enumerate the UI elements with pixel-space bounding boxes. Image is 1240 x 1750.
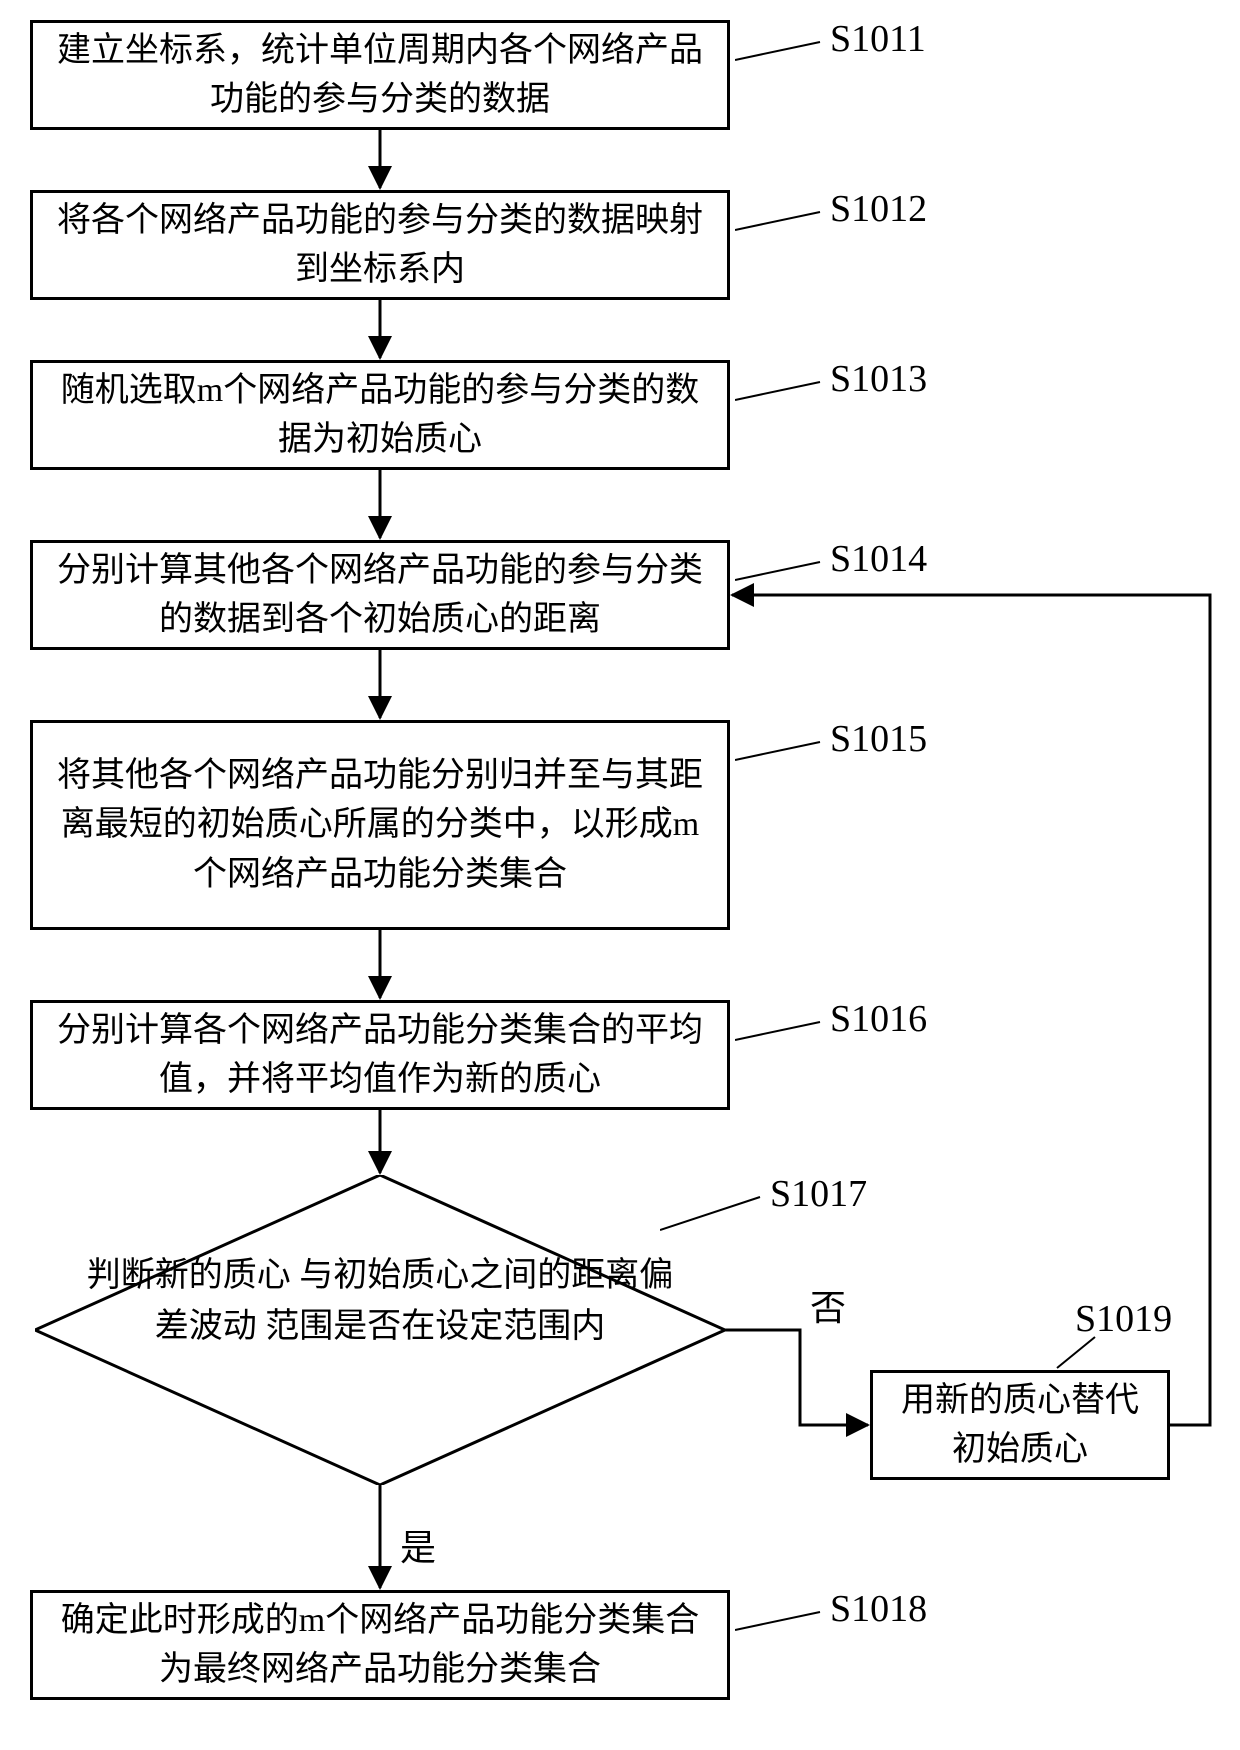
node-text: 分别计算其他各个网络产品功能的参与分类的数据到各个初始质心的距离 (45, 546, 715, 645)
node-text: 建立坐标系，统计单位周期内各个网络产品功能的参与分类的数据 (45, 26, 715, 125)
label-s1015: S1015 (830, 720, 927, 758)
label-s1011: S1011 (830, 20, 926, 58)
lead-s1018 (735, 1610, 825, 1635)
label-s1016: S1016 (830, 1000, 927, 1038)
lead-s1011 (735, 40, 825, 65)
label-s1014: S1014 (830, 540, 927, 578)
lead-s1012 (735, 210, 825, 235)
node-text: 将其他各个网络产品功能分别归并至与其距离最短的初始质心所属的分类中，以形成m个网… (45, 751, 715, 899)
label-s1012: S1012 (830, 190, 927, 228)
label-s1013: S1013 (830, 360, 927, 398)
node-text: 随机选取m个网络产品功能的参与分类的数据为初始质心 (45, 366, 715, 465)
lead-s1015 (735, 740, 825, 765)
lead-s1016 (735, 1020, 825, 1045)
node-s1019: 用新的质心替代初始质心 (870, 1370, 1170, 1480)
lead-s1014 (735, 560, 825, 585)
node-s1018: 确定此时形成的m个网络产品功能分类集合为最终网络产品功能分类集合 (30, 1590, 730, 1700)
node-text: 确定此时形成的m个网络产品功能分类集合为最终网络产品功能分类集合 (45, 1596, 715, 1695)
node-s1011: 建立坐标系，统计单位周期内各个网络产品功能的参与分类的数据 (30, 20, 730, 130)
label-s1019: S1019 (1075, 1300, 1172, 1338)
node-s1015: 将其他各个网络产品功能分别归并至与其距离最短的初始质心所属的分类中，以形成m个网… (30, 720, 730, 930)
label-s1017: S1017 (770, 1175, 867, 1213)
flowchart-canvas: 建立坐标系，统计单位周期内各个网络产品功能的参与分类的数据 将各个网络产品功能的… (0, 0, 1240, 1750)
node-s1013: 随机选取m个网络产品功能的参与分类的数据为初始质心 (30, 360, 730, 470)
branch-yes: 是 (400, 1530, 436, 1566)
node-text: 判断新的质心 与初始质心之间的距离偏差波动 范围是否在设定范围内 (87, 1257, 674, 1345)
node-s1016: 分别计算各个网络产品功能分类集合的平均值，并将平均值作为新的质心 (30, 1000, 730, 1110)
node-text: 将各个网络产品功能的参与分类的数据映射到坐标系内 (45, 196, 715, 295)
node-s1014: 分别计算其他各个网络产品功能的参与分类的数据到各个初始质心的距离 (30, 540, 730, 650)
branch-no: 否 (810, 1290, 846, 1326)
node-s1017: 判断新的质心 与初始质心之间的距离偏差波动 范围是否在设定范围内 (80, 1250, 680, 1352)
label-s1018: S1018 (830, 1590, 927, 1628)
node-s1012: 将各个网络产品功能的参与分类的数据映射到坐标系内 (30, 190, 730, 300)
node-text: 分别计算各个网络产品功能分类集合的平均值，并将平均值作为新的质心 (45, 1006, 715, 1105)
lead-s1019 (1055, 1335, 1100, 1373)
edge-s1017-s1019-no (725, 1330, 868, 1425)
lead-s1013 (735, 380, 825, 405)
node-text: 用新的质心替代初始质心 (885, 1376, 1155, 1475)
